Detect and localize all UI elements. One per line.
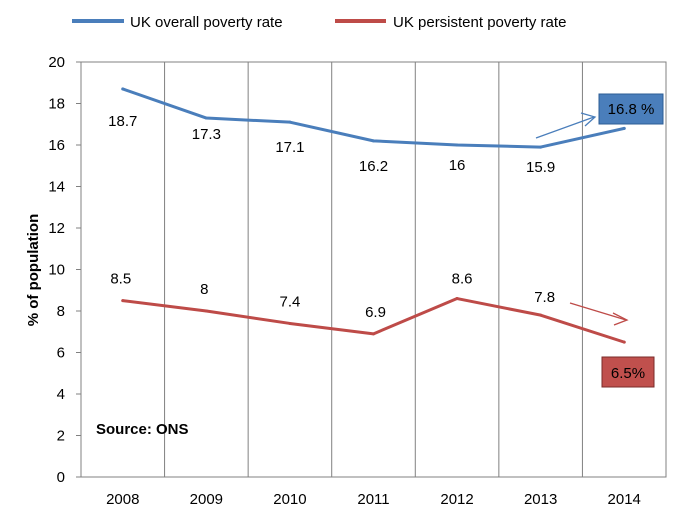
data-label: 15.9 [526,159,555,176]
y-tick-label: 10 [48,262,65,279]
callout-text-persistent: 6.5% [611,365,645,382]
y-tick-label: 6 [57,345,65,362]
data-point [288,321,292,325]
data-point [121,87,125,91]
data-point [121,299,125,303]
callout-box-persistent [601,356,655,388]
x-tick-label: 2010 [273,491,306,508]
callout-text-overall: 16.8 % [608,101,655,118]
y-tick-label: 16 [48,137,65,154]
data-point [539,313,543,317]
data-label: 16.2 [359,158,388,175]
data-point [372,332,375,336]
data-label: 7.4 [279,293,300,310]
data-label: 6.9 [365,304,386,321]
data-point [539,145,543,149]
data-labels: 18.7 17.3 17.1 16.2 16 15.9 8.5 8 7.4 6.9 8.6 7.8 [108,113,555,321]
data-point [288,120,292,124]
plot-area-border [80,61,667,478]
legend-label-overall: UK overall poverty rate [130,14,283,31]
data-label: 18.7 [108,113,137,130]
data-label: 7.8 [534,289,555,306]
callout-box-overall [598,93,664,125]
data-label: 8 [200,281,208,298]
legend-label-persistent: UK persistent poverty rate [393,14,566,31]
x-tick-label: 2009 [190,491,223,508]
y-tick-label: 14 [48,179,65,196]
y-tick-label: 2 [57,428,65,445]
axes: 0 2 4 6 8 10 12 14 16 18 20 2008 2009 2010 2011 2012 201… [48,54,641,508]
data-point [455,297,459,301]
x-tick-label: 2012 [440,491,473,508]
data-point [622,126,626,130]
x-tick-label: 2014 [608,491,641,508]
y-tick-label: 20 [48,54,65,71]
data-point [622,340,626,344]
y-tick-label: 0 [57,469,65,486]
y-tick-label: 4 [57,386,65,403]
callout-arrow-overall [535,116,595,139]
callout-overall: 16.8 % [535,93,664,139]
data-point [372,139,375,143]
data-label: 17.1 [275,139,304,156]
callout-arrow-persistent [569,302,627,321]
data-label: 8.5 [110,271,131,288]
x-tick-label: 2011 [357,491,389,508]
data-point [204,116,208,120]
data-point [204,309,208,313]
y-axis-label: % of population [25,214,42,326]
y-tick-label: 8 [57,303,65,320]
x-tick-label: 2008 [106,491,139,508]
callout-persistent: 6.5% [569,302,655,388]
data-label: 17.3 [192,126,221,143]
y-tick-label: 18 [48,96,65,113]
source-note: Source: ONS [96,421,189,438]
callout-arrowhead-persistent [612,312,629,326]
data-point [455,143,459,147]
y-tick-label: 12 [48,220,65,237]
grid [80,61,667,478]
callout-arrowhead-overall [580,112,597,127]
series [121,87,626,344]
data-label: 16 [449,157,466,174]
data-label: 8.6 [452,271,473,288]
x-tick-label: 2013 [524,491,557,508]
legend: UK overall poverty rate UK persistent po… [72,14,566,31]
